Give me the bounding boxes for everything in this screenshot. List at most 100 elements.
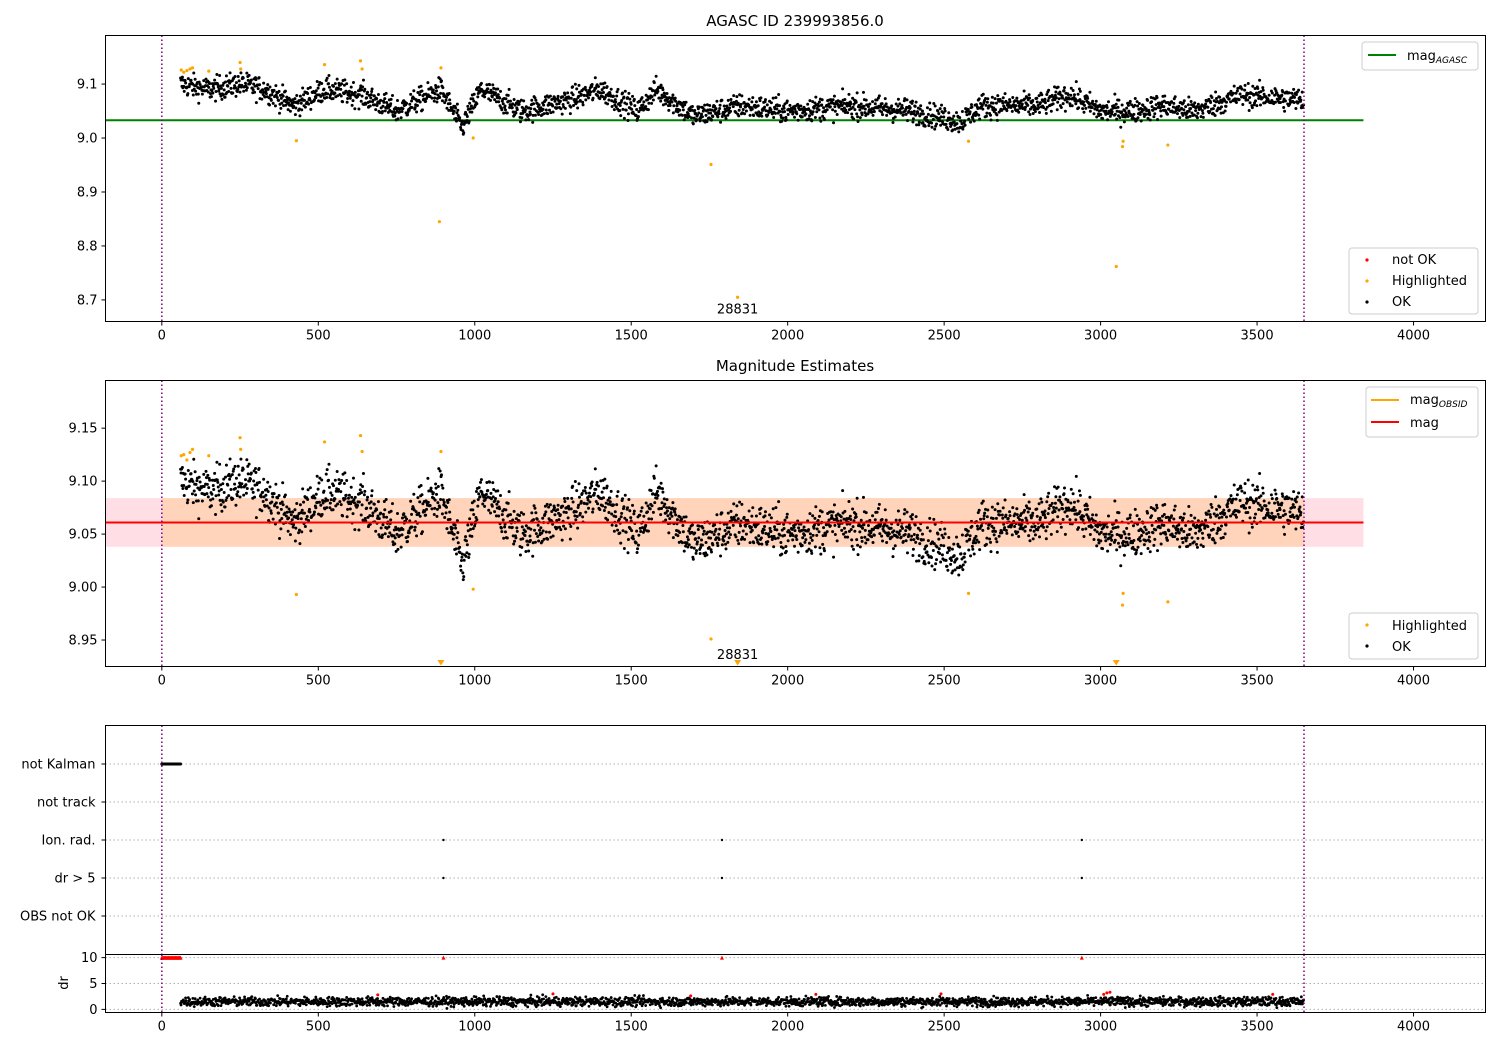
ok-point (1136, 104, 1140, 108)
ok-point (465, 114, 469, 118)
ok-point (1128, 516, 1132, 520)
ok-point (1066, 500, 1070, 504)
ok-point (986, 97, 990, 101)
ok-point (360, 88, 364, 92)
ok-point (491, 495, 495, 499)
ok-point (447, 498, 451, 502)
ok-point (1206, 105, 1210, 109)
ok-point (1015, 507, 1019, 511)
ok-point (807, 117, 811, 121)
ok-point (525, 539, 529, 543)
ok-point (596, 484, 600, 488)
ok-point (933, 568, 937, 572)
ok-point (1229, 514, 1233, 518)
ok-point (674, 513, 678, 517)
ok-point (1111, 526, 1115, 530)
ok-point (319, 94, 323, 98)
ok-point (1154, 103, 1158, 107)
ok-point (861, 526, 865, 530)
ok-point (742, 515, 746, 519)
ok-point (489, 497, 493, 501)
ok-point (523, 529, 527, 533)
ok-point (547, 505, 551, 509)
ok-point (186, 77, 190, 81)
ok-point (239, 71, 243, 75)
ok-point (1008, 514, 1012, 518)
ok-point (478, 90, 482, 94)
ok-point (1038, 516, 1042, 520)
ok-point (458, 551, 462, 555)
ok-point (1132, 547, 1136, 551)
ok-point (1273, 93, 1277, 97)
ok-point (1035, 96, 1039, 100)
ok-point (912, 538, 916, 542)
ok-point (192, 489, 196, 493)
ok-point (930, 125, 934, 129)
ok-point (222, 477, 226, 481)
ok-point (769, 530, 773, 534)
ok-point (506, 93, 510, 97)
ok-point (233, 464, 237, 468)
ok-point (223, 505, 227, 509)
ok-point (974, 103, 978, 107)
ok-point (1042, 525, 1046, 529)
ok-point (390, 502, 394, 506)
ok-point (994, 108, 998, 112)
ok-point (455, 536, 459, 540)
ok-point (977, 97, 981, 101)
ok-point (435, 89, 439, 93)
ok-point (998, 513, 1002, 517)
ok-point (560, 538, 564, 542)
ok-point (1003, 92, 1007, 96)
ok-point (810, 551, 814, 555)
ok-point (996, 94, 1000, 98)
ok-point (933, 104, 937, 108)
ok-point (245, 86, 249, 90)
ok-point (661, 490, 665, 494)
ok-point (261, 88, 265, 92)
ok-point (940, 103, 944, 107)
ok-point (503, 530, 507, 534)
ok-point (562, 510, 566, 514)
ok-point (379, 98, 383, 102)
ok-point (231, 469, 235, 473)
ok-point (187, 85, 191, 89)
ok-point (1025, 519, 1029, 523)
ok-point (935, 558, 939, 562)
ok-point (512, 509, 516, 513)
ok-point (206, 473, 210, 477)
ok-point (812, 523, 816, 527)
ok-point (630, 107, 634, 111)
ok-point (1267, 93, 1271, 97)
ok-point (519, 98, 523, 102)
ok-point (665, 506, 669, 510)
ok-point (860, 113, 864, 117)
ok-point (254, 78, 258, 82)
ok-point (1055, 108, 1059, 112)
ok-point (762, 528, 766, 532)
ok-point (1139, 119, 1143, 123)
ok-point (1030, 105, 1034, 109)
ok-point (960, 533, 964, 537)
ok-point (936, 532, 940, 536)
ok-point (288, 109, 292, 113)
ok-point (1001, 516, 1005, 520)
ok-point (454, 547, 458, 551)
ok-point (694, 551, 698, 555)
ok-point (1227, 508, 1231, 512)
ok-point (466, 529, 470, 533)
ok-point (205, 492, 209, 496)
ok-point (804, 538, 808, 542)
highlighted-point (1114, 264, 1118, 269)
ok-point (286, 529, 290, 533)
ok-point (415, 110, 419, 114)
ok-point (636, 547, 640, 551)
ok-point (235, 494, 239, 498)
ok-point (1030, 514, 1034, 518)
ok-point (759, 536, 763, 540)
ok-point (833, 105, 837, 109)
ok-point (1274, 492, 1278, 496)
ok-point (725, 522, 729, 526)
ok-point (1257, 508, 1261, 512)
ok-point (1231, 497, 1235, 501)
